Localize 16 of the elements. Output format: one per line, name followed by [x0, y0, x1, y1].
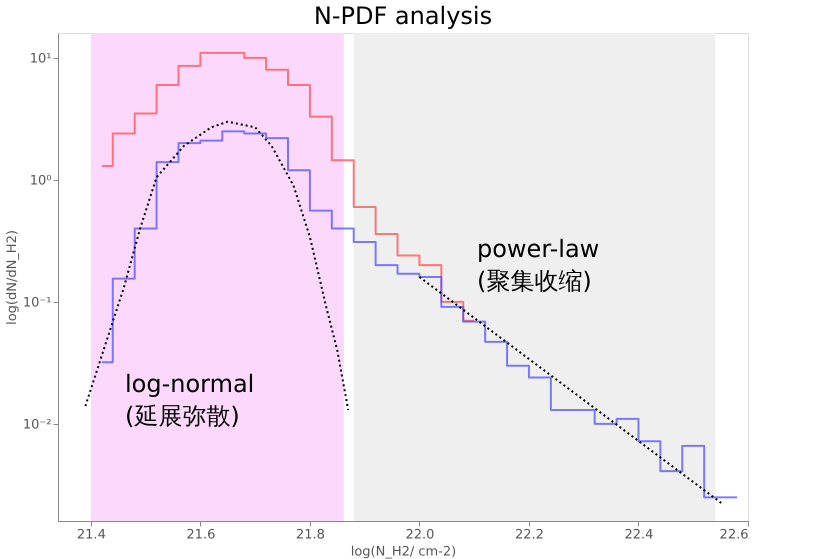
chart-title: N-PDF analysis	[314, 2, 492, 30]
y-axis-title: log(dN/dN_H2)	[4, 230, 20, 325]
x-axis-title: log(N_H2/ cm-2)	[350, 544, 456, 559]
annotation: power-law (聚集收缩)	[477, 235, 600, 295]
x-tick-label: 22.4	[624, 528, 654, 542]
annotation: log-normal (延展弥散)	[125, 370, 254, 430]
y-tick-label: 10⁰	[30, 173, 52, 188]
y-tick-label: 10⁻¹	[22, 295, 52, 310]
x-tick-label: 21.8	[296, 528, 325, 542]
x-tick-label: 22.2	[514, 528, 544, 542]
x-tick-label: 21.4	[76, 528, 106, 542]
x-tick-label: 22.0	[405, 528, 434, 542]
y-tick-label: 10⁻²	[22, 417, 52, 432]
x-tick-label: 21.6	[186, 528, 216, 542]
y-tick-label: 10¹	[30, 51, 52, 66]
x-tick-label: 22.6	[720, 528, 748, 542]
